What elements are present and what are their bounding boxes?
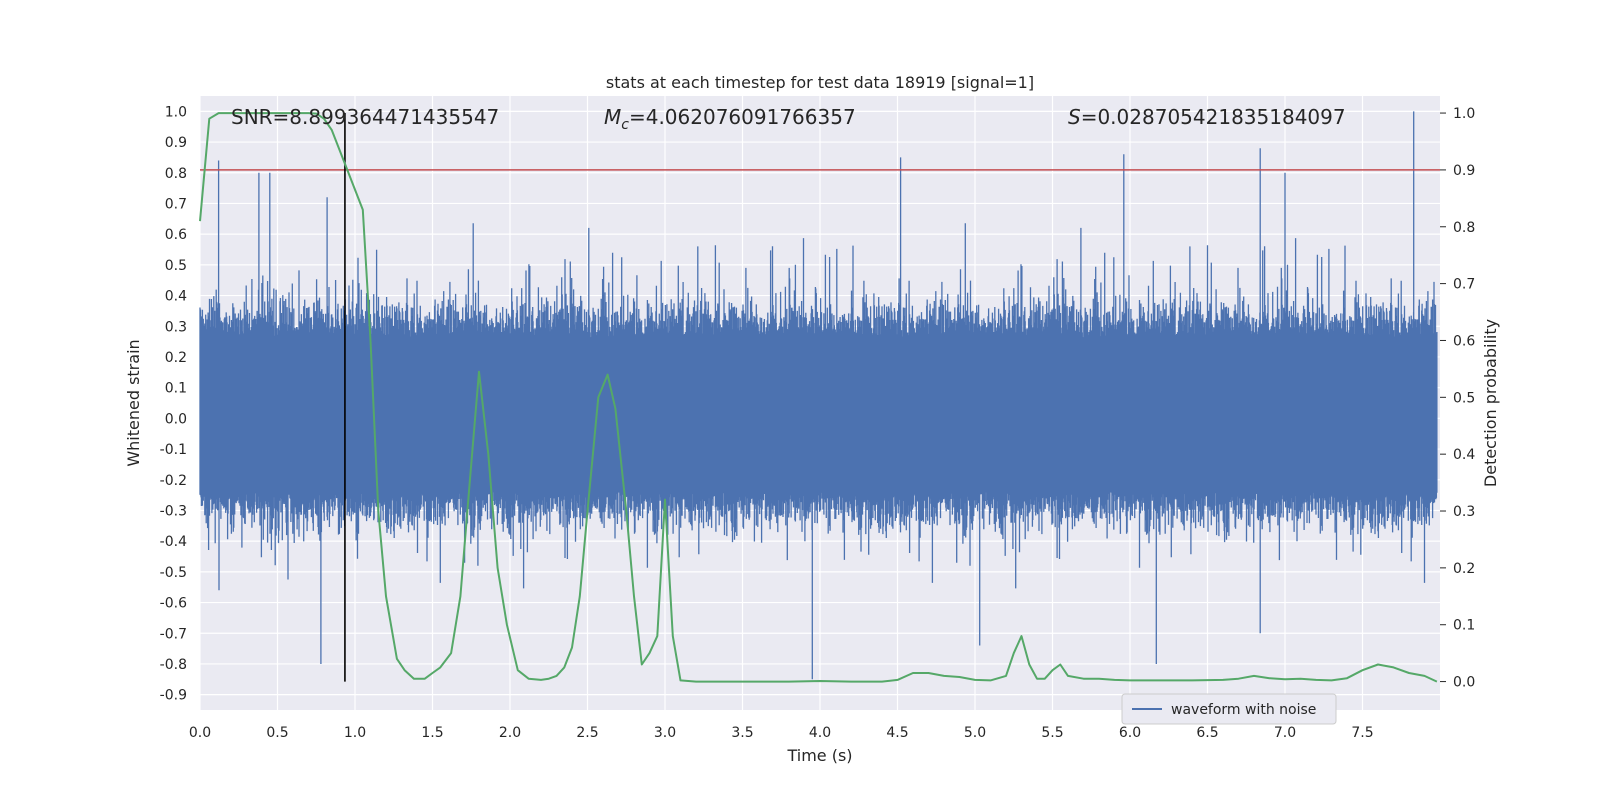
x-tick-label: 6.0 bbox=[1119, 725, 1141, 741]
y2-tick-label: 0.7 bbox=[1453, 277, 1475, 293]
x-tick-label: 1.0 bbox=[344, 725, 366, 741]
snr-annotation: SNR=8.899364471435547 bbox=[231, 105, 499, 129]
y2-axis-label: Detection probability bbox=[1481, 319, 1500, 487]
x-tick-label: 7.5 bbox=[1351, 725, 1373, 741]
y-axis-ticks: 1.0 0.9 0.8 0.7 0.6 0.5 0.4 0.3 0.2 0.1 0.0 -0.1 -0.… bbox=[160, 104, 187, 703]
legend-box bbox=[1121, 693, 1337, 725]
y-tick-label: -0.7 bbox=[160, 626, 187, 642]
x-tick-label: 4.5 bbox=[886, 725, 908, 741]
x-tick-label: 7.0 bbox=[1274, 725, 1296, 741]
y2-tick-label: 0.4 bbox=[1453, 447, 1475, 463]
probability-line bbox=[199, 112, 1438, 683]
s-symbol: S bbox=[1068, 105, 1081, 129]
x-axis-label: Time (s) bbox=[786, 746, 852, 765]
y2-tick-label: 0.1 bbox=[1453, 618, 1475, 634]
y-tick-label: 0.0 bbox=[165, 411, 187, 427]
y2-tick-label: 0.6 bbox=[1453, 333, 1475, 349]
chirp-mass-symbol: M bbox=[604, 105, 621, 129]
x-tick-label: 0.5 bbox=[266, 725, 288, 741]
s-value: =0.028705421835184097 bbox=[1081, 105, 1346, 129]
y-tick-label: 0.4 bbox=[165, 289, 187, 305]
x-tick-label: 2.5 bbox=[576, 725, 598, 741]
y-tick-label: 0.2 bbox=[165, 350, 187, 366]
y2-tick-label: 0.0 bbox=[1453, 675, 1475, 691]
y-tick-label: 0.7 bbox=[165, 196, 187, 212]
overlay-lines bbox=[200, 113, 1440, 682]
y-tick-label: 0.9 bbox=[165, 135, 187, 151]
y-axis-label: Whitened strain bbox=[124, 339, 143, 466]
y2-tick-label: 0.5 bbox=[1453, 390, 1475, 406]
x-tick-label: 3.0 bbox=[654, 725, 676, 741]
y-tick-label: -0.8 bbox=[160, 657, 187, 673]
probability-series bbox=[199, 112, 1438, 683]
chirp-mass-value: =4.062076091766357 bbox=[629, 105, 856, 129]
y-tick-label: 0.3 bbox=[165, 319, 187, 335]
x-tick-label: 6.5 bbox=[1196, 725, 1218, 741]
x-tick-label: 3.5 bbox=[731, 725, 753, 741]
y-tick-label: 0.6 bbox=[165, 227, 187, 243]
y-tick-label: 1.0 bbox=[165, 104, 187, 120]
x-tick-label: 0.0 bbox=[189, 725, 211, 741]
s-annotation: S=0.028705421835184097 bbox=[1068, 105, 1346, 129]
x-tick-label: 2.0 bbox=[499, 725, 521, 741]
y2-tick-label: 0.2 bbox=[1453, 561, 1475, 577]
y-tick-label: 0.8 bbox=[165, 166, 187, 182]
y2-tick-label: 1.0 bbox=[1453, 106, 1475, 122]
y-tick-label: -0.5 bbox=[160, 565, 187, 581]
legend-label: waveform with noise bbox=[1171, 702, 1316, 718]
y2-tick-label: 0.8 bbox=[1453, 220, 1475, 236]
y2-tick-label: 0.9 bbox=[1453, 163, 1475, 179]
chart-title: stats at each timestep for test data 189… bbox=[606, 73, 1034, 92]
y-tick-label: -0.4 bbox=[160, 534, 187, 550]
y-tick-label: 0.1 bbox=[165, 381, 187, 397]
x-tick-label: 1.5 bbox=[421, 725, 443, 741]
y2-tick-label: 0.3 bbox=[1453, 504, 1475, 520]
x-tick-label: 5.5 bbox=[1041, 725, 1063, 741]
y-tick-label: -0.2 bbox=[160, 473, 187, 489]
y2-axis-ticks: 1.0 0.9 0.8 0.7 0.6 0.5 0.4 0.3 0.2 0.1 0.0 bbox=[1440, 106, 1475, 691]
y-tick-label: -0.3 bbox=[160, 503, 187, 519]
chirp-mass-subscript: c bbox=[621, 117, 629, 133]
legend: waveform with noise bbox=[1121, 693, 1337, 725]
y-tick-label: 0.5 bbox=[165, 258, 187, 274]
x-axis-ticks: 0.0 0.5 1.0 1.5 2.0 2.5 3.0 3.5 4.0 4.5 5.0 5.5 6.0 6… bbox=[189, 725, 1374, 741]
chirp-mass-annotation: Mc=4.062076091766357 bbox=[604, 105, 856, 133]
y-tick-label: -0.6 bbox=[160, 596, 187, 612]
x-tick-label: 5.0 bbox=[964, 725, 986, 741]
y-tick-label: -0.1 bbox=[160, 442, 187, 458]
x-tick-label: 4.0 bbox=[809, 725, 831, 741]
y-tick-label: -0.9 bbox=[160, 688, 187, 704]
